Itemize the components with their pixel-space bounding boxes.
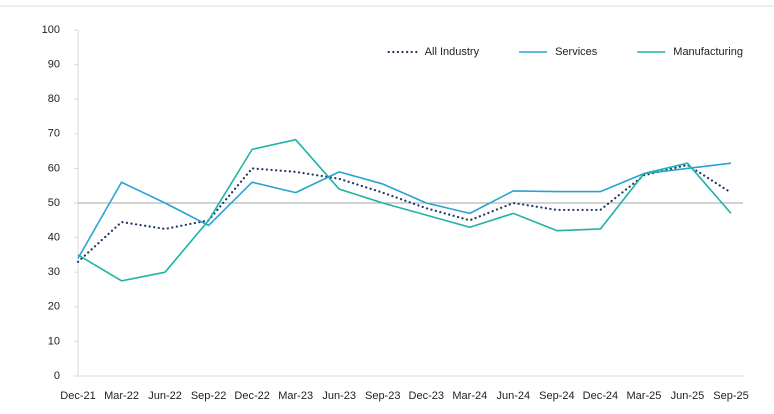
x-tick-label: Mar-25	[627, 390, 662, 402]
y-tick-label: 70	[48, 128, 60, 140]
x-tick-label: Sep-23	[365, 390, 400, 402]
x-tick-label: Jun-25	[671, 390, 705, 402]
y-tick-label: 100	[42, 24, 60, 36]
legend-label: Services	[555, 46, 598, 58]
x-tick-label: Sep-24	[539, 390, 574, 402]
legend-label: Manufacturing	[673, 46, 743, 58]
series-line	[77, 138, 732, 282]
y-tick-label: 30	[48, 266, 60, 278]
x-tick-label: Dec-23	[409, 390, 444, 402]
legend-label: All Industry	[425, 46, 480, 58]
x-tick-label: Dec-24	[583, 390, 618, 402]
y-tick-label: 80	[48, 93, 60, 105]
x-tick-label: Mar-24	[452, 390, 487, 402]
x-tick-label: Jun-22	[148, 390, 182, 402]
x-tick-label: Sep-22	[191, 390, 226, 402]
y-tick-label: 0	[54, 370, 60, 382]
x-tick-label: Jun-23	[322, 390, 356, 402]
y-tick-label: 40	[48, 232, 60, 244]
x-tick-label: Dec-22	[234, 390, 269, 402]
x-tick-label: Mar-23	[278, 390, 313, 402]
x-tick-label: Dec-21	[60, 390, 95, 402]
y-tick-label: 10	[48, 335, 60, 347]
y-tick-label: 90	[48, 59, 60, 71]
x-tick-label: Jun-24	[497, 390, 531, 402]
series-line	[77, 162, 732, 259]
y-tick-label: 50	[48, 197, 60, 209]
series-line	[76, 163, 733, 263]
y-tick-label: 60	[48, 162, 60, 174]
y-tick-label: 20	[48, 301, 60, 313]
x-tick-label: Mar-22	[104, 390, 139, 402]
x-tick-label: Sep-25	[713, 390, 748, 402]
